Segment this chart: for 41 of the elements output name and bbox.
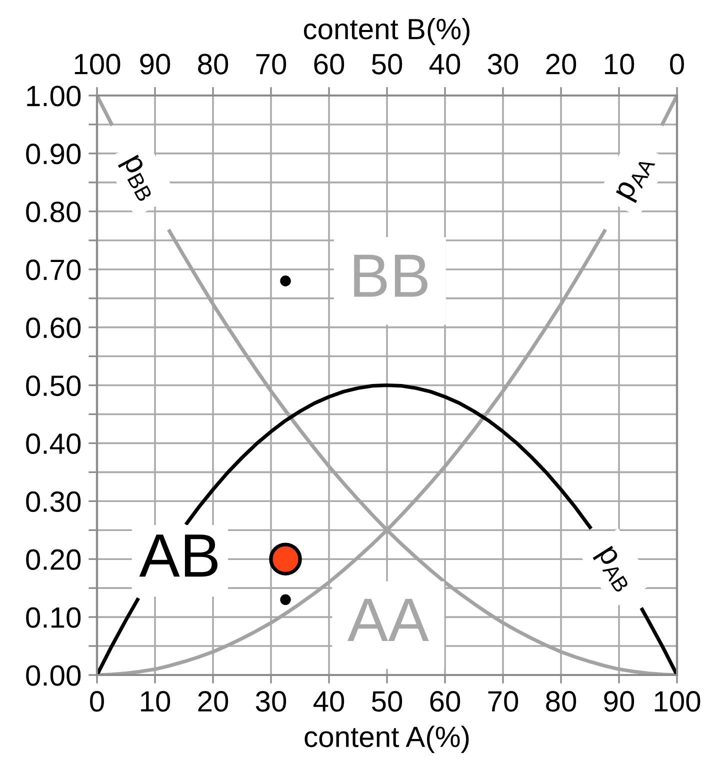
x-tick-label: 50 bbox=[372, 691, 402, 712]
x-tick-label: 10 bbox=[141, 691, 170, 712]
annotation: AA bbox=[348, 598, 429, 641]
x2-tick-label: 30 bbox=[488, 54, 518, 74]
x-tick-label: 20 bbox=[198, 691, 228, 712]
annotation: BB bbox=[354, 254, 428, 297]
y-tick-label: 0.40 bbox=[26, 433, 81, 454]
y-tick-label: 1.00 bbox=[27, 86, 81, 106]
x-tick-label: 70 bbox=[488, 691, 518, 712]
x2-tick-label: 60 bbox=[314, 54, 344, 74]
x2-tick-label: 0 bbox=[670, 54, 684, 74]
x2-tick-label: 70 bbox=[256, 54, 286, 74]
y-tick-label: 0.90 bbox=[26, 144, 81, 164]
x2-tick-label: 90 bbox=[140, 54, 170, 74]
x-axis-title: content A(%) bbox=[304, 726, 469, 753]
x-tick-label: 80 bbox=[546, 691, 576, 712]
y-tick-label: 0.50 bbox=[26, 375, 81, 396]
x2-tick-label: 80 bbox=[198, 54, 228, 74]
y-tick-label: 0.80 bbox=[26, 202, 81, 222]
text: p$_{AB}$ bbox=[592, 546, 635, 594]
text: p$_{BB}$ bbox=[118, 154, 158, 203]
y-tick-label: 0.20 bbox=[26, 549, 81, 570]
x2-axis-title: content B(%) bbox=[304, 18, 470, 46]
y-tick-label: 0.00 bbox=[26, 665, 81, 686]
x-tick-label: 90 bbox=[604, 691, 634, 712]
y-tick-label: 0.10 bbox=[26, 607, 81, 628]
x2-tick-label: 40 bbox=[429, 54, 460, 74]
y-tick-label: 0.70 bbox=[26, 260, 81, 280]
text: p$_{AA}$ bbox=[616, 154, 657, 204]
x2-tick-label: 50 bbox=[372, 54, 402, 74]
x2-tick-label: 10 bbox=[605, 54, 634, 74]
x2-tick-label: 20 bbox=[546, 54, 576, 74]
x-tick-label: 100 bbox=[654, 691, 700, 712]
x-tick-label: 60 bbox=[430, 691, 460, 712]
x2-tick-label: 100 bbox=[74, 54, 120, 74]
y-tick-label: 0.30 bbox=[26, 491, 81, 512]
x-tick-label: 40 bbox=[313, 691, 344, 712]
x-tick-label: 0 bbox=[90, 691, 104, 712]
y-tick-label: 0.60 bbox=[26, 318, 81, 338]
x-tick-label: 30 bbox=[256, 691, 286, 712]
annotation: AB bbox=[139, 534, 218, 577]
